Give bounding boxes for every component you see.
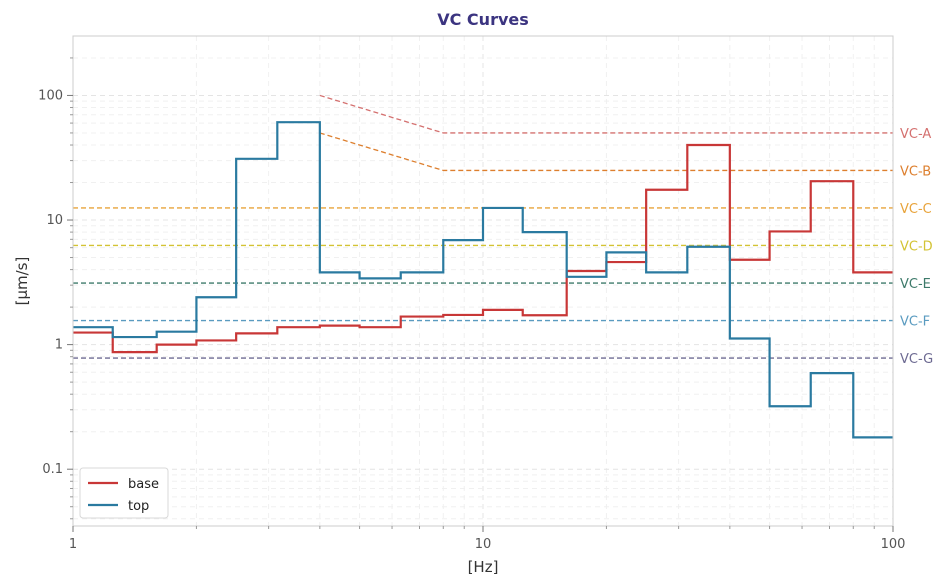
vc-criteria-lines: VC-A VC-B VC-C VC-D VC-E VC-F VC-G [73,94,933,367]
vc-label-vc-e: VC-E [900,277,931,292]
vc-label-vc-f: VC-F [900,315,930,330]
vc-label-vc-c: VC-C [900,202,932,217]
legend-label-top: top [128,499,149,514]
y-tick-label: 100 [38,88,63,103]
vc-line-vc-b [319,132,893,172]
vc-label-vc-d: VC-D [900,239,933,254]
legend-label-base: base [128,477,159,492]
y-tick-label: 1 [55,338,63,353]
series-line-top [73,121,893,439]
chart-title: VC Curves [437,10,529,29]
vc-line-vc-a [319,94,893,134]
x-tick-label: 1 [69,537,77,552]
y-axis-label: [µm/s] [13,257,31,306]
series-line-base [73,143,893,354]
data-series [73,121,893,439]
vc-label-vc-a: VC-A [900,127,931,142]
vc-label-vc-b: VC-B [900,164,931,179]
legend-box [79,467,169,519]
x-tick-label: 100 [881,537,906,552]
y-tick-label: 0.1 [42,462,63,477]
y-tick-label: 10 [46,213,63,228]
vc-label-vc-g: VC-G [900,352,933,367]
x-tick-label: 10 [475,537,492,552]
axis-ticks: 1 10 100 0.1 1 10 100 [38,57,906,552]
legend: base top [79,467,169,519]
grid [73,36,893,526]
x-axis-label: [Hz] [468,558,499,576]
